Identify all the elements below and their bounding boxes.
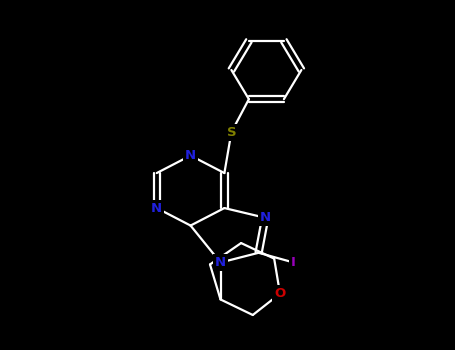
Text: N: N xyxy=(151,202,162,215)
Text: N: N xyxy=(260,211,271,224)
Text: I: I xyxy=(291,256,296,269)
Text: S: S xyxy=(227,126,236,139)
Text: N: N xyxy=(215,256,226,269)
Text: N: N xyxy=(185,149,196,162)
Text: O: O xyxy=(274,287,286,300)
